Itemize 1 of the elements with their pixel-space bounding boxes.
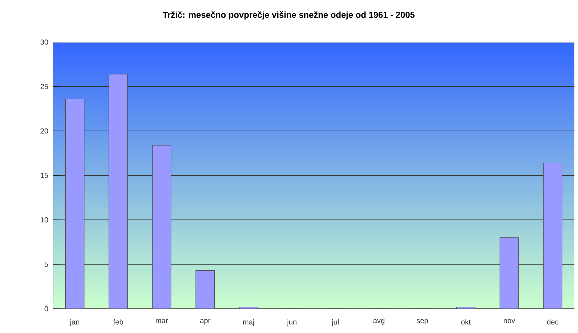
chart-title: Tržič: mesečno povprečje višine snežne odeje od 1961 - 2005 (162, 12, 415, 20)
